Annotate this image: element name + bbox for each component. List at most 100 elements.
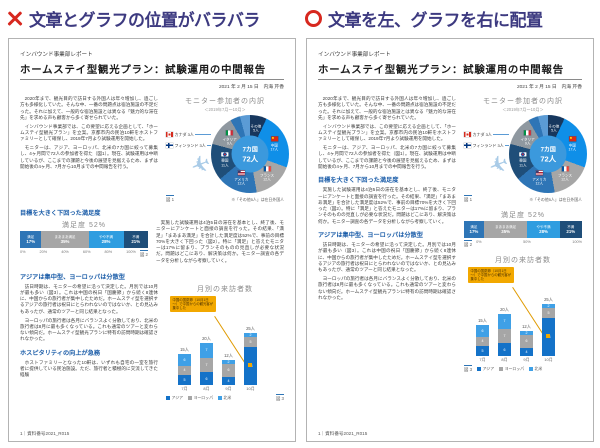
- axis-tick: 100%: [126, 249, 136, 254]
- body-paragraph: インバウンド事業部では、この要望に応える企画として、「ホームステイ型観光プラン」…: [20, 123, 158, 142]
- pie-center-line1: 7カ国: [540, 147, 556, 153]
- slice-count: 12人: [535, 181, 544, 186]
- segment-pct: 28%: [101, 239, 111, 244]
- column-total: 25人: [246, 325, 255, 331]
- body-paragraph: 実施した試験運用は4泊5日の滞在を基本とし、終了後、モニターにアンケートと面接の…: [318, 187, 456, 224]
- column-x-label: 9月: [225, 386, 232, 392]
- body-paragraph: ヨーロッパの旅行者は各月にバランスよく分散しており、北米の旅行者は8月に最も多く…: [20, 317, 158, 342]
- axis-tick: 80%: [104, 249, 113, 254]
- column-8月: 20人 7 7 6 8月: [498, 307, 511, 362]
- axis-tick: 0%: [20, 249, 26, 254]
- slice-count: 9人: [226, 141, 233, 146]
- airplane-icon: ✈: [484, 148, 513, 180]
- intro-row: 2020年まで、観光目的で訪日する外国人は年々増加し、過ごし方も多様化していた。…: [20, 96, 290, 203]
- pie-row: カナダ 3人 フィンランド 3人 ✈ 7カ国 72人 その他 5人 中国 17人 フランス 12…: [464, 115, 588, 193]
- callout-label: フィンランド 3人: [472, 142, 504, 148]
- body-paragraph: 実施した試験運用は4泊5日の滞在を基本とし、終了後、モニターにアンケートと面接の…: [156, 220, 284, 263]
- legend-swatch: [477, 366, 482, 371]
- figure1-slot: モニター参加者の内訳 ＜2019年7月～10月＞ カナダ 3人 フィンランド 3人…: [166, 96, 290, 203]
- column-segment-アジア: 4: [222, 376, 235, 386]
- column-x-label: 7月: [181, 386, 188, 392]
- column-7月: 15人 6 4 5 7月: [476, 318, 489, 363]
- good-example-label: 文章を左、グラフを右に配置: [328, 11, 543, 30]
- stacked-bar: 満足 17% まあまあ満足 35% やや不満 28% 不満 21%: [20, 231, 148, 248]
- column-9月: 12人 2 6 4 9月: [520, 324, 533, 363]
- legend-label: アジア: [171, 394, 184, 400]
- dateline: 2021 年 2 月 15 日 内海 芹香: [218, 85, 284, 90]
- pie-slice-label: アメリカ 12人: [532, 170, 546, 186]
- column-total: 12人: [522, 323, 531, 329]
- pie-slice-label: フランス 12人: [558, 166, 572, 181]
- column-x-label: 9月: [523, 357, 530, 362]
- report-kicker: インバウンド事業部レポート: [318, 52, 391, 58]
- pie-slice-label: イタリア 9人: [222, 130, 237, 146]
- document-title: ホームステイ型観光プラン：試験運用の中間報告: [20, 61, 284, 80]
- body-paragraph: 訪日時期は、モニターの希望に沿って決定した。月別では10月が最も多い（図3）。こ…: [20, 283, 158, 314]
- legend-swatch: [529, 366, 534, 371]
- legend-label: 北米: [223, 394, 232, 400]
- columns-row: 15人6457月20人7768月12人2649月25人251810月: [476, 297, 555, 363]
- circle-icon: [305, 10, 322, 27]
- column-segment-ヨーロッパ: 5: [542, 307, 555, 319]
- column-segment-アジア: 4: [520, 347, 533, 356]
- figure1-caption: 図 1: [464, 195, 473, 202]
- column-x-label: 7月: [479, 357, 486, 362]
- slice-count: 11人: [221, 162, 229, 167]
- figure2-slot: 満足度 52% 満足 17% まあまあ満足 35% やや不満 28% 不満 21% 図 2 0…: [20, 220, 148, 267]
- pie-row: カナダ 3人 フィンランド 3人 ✈ 7カ国 72人 その他 5人 中国 17人 フランス 12…: [166, 115, 290, 193]
- figure3-caption: 図 3: [275, 393, 284, 401]
- pie-slice-label: 中国 17人: [568, 136, 576, 151]
- slice-name: 中国: [270, 143, 278, 148]
- pie-center-line2: 72人: [540, 154, 557, 163]
- figure2-caption: 図 2: [139, 249, 148, 257]
- segment-label: やや不満: [536, 225, 551, 229]
- callout-label: フィンランド 3人: [174, 142, 206, 148]
- slice-name: イタリア: [222, 137, 237, 142]
- column-segment-ヨーロッパ: 4: [178, 366, 191, 375]
- it-flag-icon: [524, 130, 532, 136]
- comparison-header-good: 文章を左、グラフを右に配置: [305, 6, 543, 31]
- column-segment-ヨーロッパ: 5: [244, 336, 257, 348]
- pie-center-label: 7カ国 72人: [231, 135, 269, 173]
- pie-callouts: カナダ 3人 フィンランド 3人 ✈: [166, 128, 214, 181]
- segment-label: 不満: [132, 235, 140, 239]
- segment-label: まあまあ満足: [54, 235, 76, 239]
- column-segment-北米: 2: [542, 303, 555, 308]
- fr-flag-icon: [561, 166, 569, 171]
- section-heading-satisfaction: 目標を大きく下回った満足度: [318, 177, 399, 185]
- segment-やや不満: やや不満 28%: [527, 221, 560, 238]
- figure1-caption: 図 1: [166, 195, 175, 202]
- segment-pct: 28%: [539, 229, 548, 234]
- leader-line: [493, 134, 510, 135]
- column-segment-ヨーロッパ: 7: [498, 328, 511, 344]
- column-segment-ヨーロッパ: 7: [200, 357, 213, 373]
- body-paragraph: ホストファミリーとなった10軒は、いずれも自宅の一室を旅行者に提供している民泊施…: [20, 359, 158, 378]
- segment-label: まあまあ満足: [495, 225, 517, 229]
- pie-callout-item: フィンランド 3人: [166, 142, 212, 149]
- section-heading-satisfaction: 目標を大きく下回った満足度: [20, 210, 101, 217]
- axis-row: 図 2 0% 50% 100%: [464, 239, 582, 248]
- pie-callouts: カナダ 3人 フィンランド 3人 ✈: [464, 128, 512, 181]
- segment-不満: 不満 21%: [559, 221, 582, 238]
- column-8月: 20人 7 7 6 8月: [200, 336, 213, 391]
- figure2-slot: 満足度 52% 満足 17% まあまあ満足 35% やや不満 28% 不満 21% 図 2 0…: [464, 210, 582, 248]
- axis-tick: 100%: [572, 239, 582, 244]
- document-page-bad: インバウンド事業部レポート ホームステイ型観光プラン：試験運用の中間報告 202…: [8, 38, 296, 442]
- leader-line: [207, 145, 212, 146]
- column-segment-北米: 2: [244, 332, 257, 337]
- segment-pct: 17%: [26, 239, 36, 244]
- callout-marker: [248, 362, 252, 367]
- slice-name: イタリア: [520, 137, 535, 142]
- column-bar: 2518: [542, 303, 555, 356]
- legend-row: 図 3 アジア ヨーロッパ 北米: [166, 393, 284, 402]
- pie-slice-label: その他 5人: [251, 124, 262, 133]
- figure1-slot: モニター参加者の内訳 ＜2019年7月～10月＞ カナダ 3人 フィンランド 3人…: [464, 96, 588, 203]
- figure2-caption: 図 2: [464, 239, 473, 247]
- column-total: 15人: [478, 317, 487, 323]
- pie-slice-label: 中国 17人: [270, 136, 278, 151]
- slice-count: 17人: [568, 147, 577, 152]
- body-paragraph: モニターは、アジア、ヨーロッパ、北米の7カ国に絞って募集し、4ヶ月間で72人の参…: [20, 145, 158, 169]
